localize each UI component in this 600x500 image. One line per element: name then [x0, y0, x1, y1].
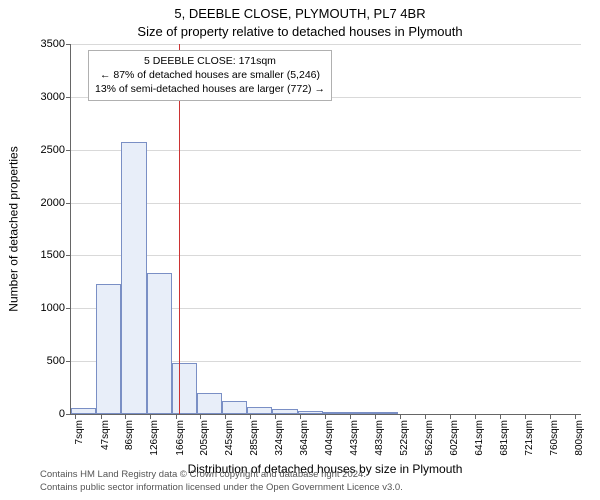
histogram-bar	[348, 412, 373, 414]
annotation-box: 5 DEEBLE CLOSE: 171sqm ← 87% of detached…	[88, 50, 332, 101]
ytick-mark	[66, 361, 71, 362]
histogram-bar	[147, 273, 172, 414]
ytick-label: 2500	[25, 144, 65, 156]
ytick-mark	[66, 414, 71, 415]
histogram-bar	[272, 409, 297, 414]
xtick-label: 364sqm	[299, 420, 310, 470]
xtick-label: 285sqm	[249, 420, 260, 470]
histogram-bar	[222, 401, 247, 414]
xtick-label: 404sqm	[324, 420, 335, 470]
ytick-label: 0	[25, 408, 65, 420]
y-axis-label-container: Number of detached properties	[6, 44, 22, 414]
xtick-label: 800sqm	[574, 420, 585, 470]
xtick-mark	[200, 414, 201, 419]
ytick-mark	[66, 97, 71, 98]
ytick-mark	[66, 255, 71, 256]
xtick-label: 483sqm	[374, 420, 385, 470]
xtick-label: 681sqm	[499, 420, 510, 470]
xtick-label: 522sqm	[399, 420, 410, 470]
ytick-mark	[66, 203, 71, 204]
xtick-label: 166sqm	[175, 420, 186, 470]
annotation-line: 13% of semi-detached houses are larger (…	[95, 82, 325, 96]
histogram-bar	[96, 284, 121, 414]
xtick-mark	[400, 414, 401, 419]
xtick-mark	[225, 414, 226, 419]
xtick-mark	[450, 414, 451, 419]
xtick-label: 205sqm	[199, 420, 210, 470]
xtick-mark	[150, 414, 151, 419]
histogram-bar	[197, 393, 222, 414]
xtick-mark	[275, 414, 276, 419]
footer-line: Contains HM Land Registry data © Crown c…	[40, 469, 403, 481]
xtick-label: 721sqm	[524, 420, 535, 470]
xtick-label: 7sqm	[74, 420, 85, 470]
chart-title-line1: 5, DEEBLE CLOSE, PLYMOUTH, PL7 4BR	[0, 6, 600, 21]
xtick-label: 47sqm	[100, 420, 111, 470]
chart-title-line2: Size of property relative to detached ho…	[0, 24, 600, 39]
xtick-mark	[525, 414, 526, 419]
ytick-label: 1500	[25, 249, 65, 261]
ytick-label: 1000	[25, 302, 65, 314]
xtick-label: 126sqm	[149, 420, 160, 470]
xtick-mark	[125, 414, 126, 419]
annotation-line: ← 87% of detached houses are smaller (5,…	[95, 68, 325, 82]
gridline	[71, 150, 581, 151]
xtick-mark	[101, 414, 102, 419]
ytick-mark	[66, 308, 71, 309]
ytick-mark	[66, 150, 71, 151]
ytick-label: 500	[25, 355, 65, 367]
histogram-bar	[172, 363, 197, 414]
xtick-mark	[250, 414, 251, 419]
histogram-bar	[121, 142, 146, 414]
gridline	[71, 44, 581, 45]
xtick-mark	[325, 414, 326, 419]
y-axis-label: Number of detached properties	[7, 146, 21, 311]
xtick-label: 641sqm	[474, 420, 485, 470]
gridline	[71, 203, 581, 204]
ytick-label: 2000	[25, 197, 65, 209]
ytick-label: 3500	[25, 38, 65, 50]
xtick-mark	[500, 414, 501, 419]
ytick-mark	[66, 44, 71, 45]
chart-container: 5, DEEBLE CLOSE, PLYMOUTH, PL7 4BR Size …	[0, 0, 600, 500]
xtick-mark	[300, 414, 301, 419]
histogram-bar	[373, 412, 398, 414]
xtick-mark	[550, 414, 551, 419]
xtick-mark	[350, 414, 351, 419]
histogram-bar	[323, 412, 348, 414]
xtick-mark	[176, 414, 177, 419]
annotation-line: 5 DEEBLE CLOSE: 171sqm	[95, 54, 325, 68]
xtick-label: 760sqm	[549, 420, 560, 470]
xtick-label: 86sqm	[124, 420, 135, 470]
xtick-mark	[75, 414, 76, 419]
gridline	[71, 255, 581, 256]
xtick-mark	[575, 414, 576, 419]
xtick-mark	[475, 414, 476, 419]
histogram-bar	[247, 407, 272, 414]
xtick-mark	[425, 414, 426, 419]
xtick-label: 602sqm	[449, 420, 460, 470]
footer-attribution: Contains HM Land Registry data © Crown c…	[40, 469, 403, 494]
xtick-mark	[375, 414, 376, 419]
histogram-bar	[298, 411, 323, 414]
xtick-label: 324sqm	[274, 420, 285, 470]
xtick-label: 245sqm	[224, 420, 235, 470]
xtick-label: 443sqm	[349, 420, 360, 470]
xtick-label: 562sqm	[424, 420, 435, 470]
ytick-label: 3000	[25, 91, 65, 103]
footer-line: Contains public sector information licen…	[40, 482, 403, 494]
